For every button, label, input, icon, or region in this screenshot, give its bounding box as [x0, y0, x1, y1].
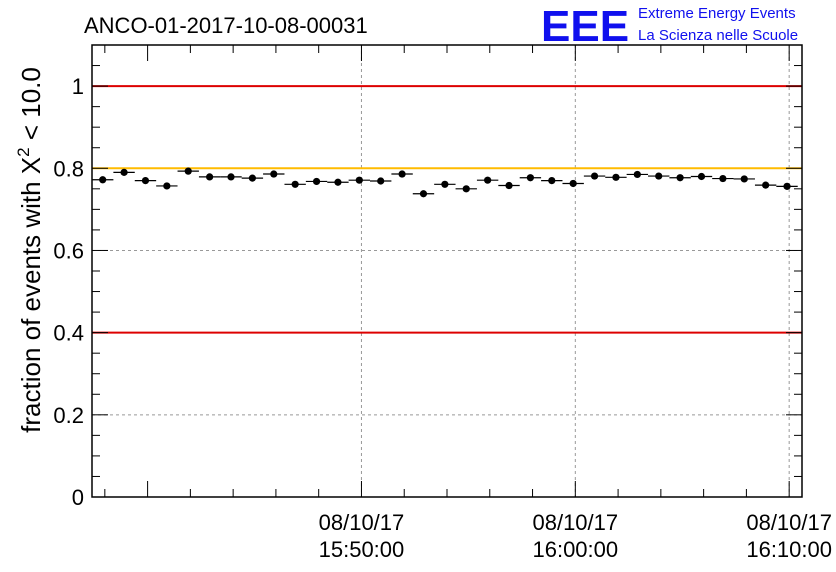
data-marker [740, 175, 748, 183]
data-point [348, 176, 371, 184]
data-marker [719, 174, 727, 183]
x-tick-time: 15:50:00 [319, 537, 405, 562]
reference-lines [92, 85, 802, 334]
data-marker [762, 181, 770, 189]
run-title: ANCO-01-2017-10-08-00031 [84, 13, 368, 38]
x-tick-date: 08/10/17 [746, 510, 832, 535]
data-point [733, 175, 755, 183]
data-marker [633, 170, 641, 179]
data-marker [206, 173, 214, 181]
data-marker [270, 170, 278, 178]
data-point [519, 174, 542, 182]
data-point [113, 168, 135, 176]
x-tick-date: 08/10/17 [532, 510, 618, 535]
data-marker [355, 176, 363, 184]
y-tick-label: 0.2 [53, 403, 84, 428]
data-marker [569, 179, 577, 188]
data-point [412, 190, 435, 198]
data-marker [441, 180, 449, 188]
data-marker [312, 177, 321, 186]
data-marker [291, 180, 299, 188]
data-marker [676, 174, 684, 182]
data-marker [505, 181, 513, 190]
data-point [156, 182, 178, 190]
data-marker [377, 177, 385, 185]
data-point [669, 174, 691, 182]
x-tick-time: 16:10:00 [746, 537, 832, 562]
data-point [583, 172, 606, 180]
logo-line2: La Scienza nelle Scuole [638, 27, 798, 44]
data-marker [227, 173, 235, 181]
data-point [776, 182, 798, 190]
data-point [434, 180, 456, 188]
data-point [370, 177, 392, 185]
data-point [92, 176, 114, 184]
plot-frame [91, 44, 803, 498]
data-marker [484, 176, 492, 184]
data-marker [612, 173, 620, 181]
data-marker [163, 182, 171, 190]
data-point [305, 177, 328, 186]
data-point [198, 173, 221, 181]
data-point [626, 170, 649, 179]
data-marker [590, 172, 599, 180]
data-point [498, 181, 520, 190]
data-point [134, 177, 157, 185]
logo-line1: Extreme Energy Events [638, 5, 796, 22]
y-tick-label: 0.8 [53, 156, 84, 181]
data-marker [120, 168, 128, 176]
data-marker [697, 172, 706, 181]
data-point [391, 170, 413, 178]
x-tick-time: 16:00:00 [532, 537, 618, 562]
data-point [476, 176, 499, 184]
data-marker [99, 176, 107, 184]
data-marker [334, 178, 342, 186]
data-point [263, 170, 285, 178]
data-point [605, 173, 627, 181]
eee-logo: EEE Extreme Energy Events La Scienza nel… [541, 2, 798, 51]
data-point [562, 179, 584, 188]
data-point [455, 185, 477, 193]
data-point [754, 181, 777, 189]
data-marker [419, 190, 428, 198]
y-tick-label: 0 [72, 485, 84, 510]
x-tick-date: 08/10/17 [319, 510, 405, 535]
y-axis-label-prefix: fraction of events with [16, 174, 46, 433]
data-point [690, 172, 713, 181]
x-tick-labels: 08/10/1715:50:0008/10/1716:00:0008/10/17… [319, 510, 832, 562]
data-marker [655, 172, 663, 180]
data-marker [783, 182, 791, 190]
data-point [712, 174, 734, 183]
data-marker [462, 185, 470, 193]
data-point [284, 180, 306, 188]
data-marker [398, 170, 406, 178]
axis-ticks [92, 44, 802, 498]
y-axis-label-sup: 2 [14, 147, 33, 156]
data-marker [526, 174, 535, 182]
data-marker [248, 174, 256, 182]
logo-letters: EEE [541, 2, 629, 51]
y-axis-label-symbol: X [16, 157, 46, 174]
data-point [241, 174, 264, 182]
y-axis-label-suffix: < 10.0 [16, 67, 46, 147]
data-marker [141, 177, 150, 185]
data-point [220, 173, 242, 181]
data-point [541, 177, 563, 185]
y-tick-label: 1 [72, 74, 84, 99]
y-tick-label: 0.4 [53, 321, 84, 346]
data-point [177, 167, 199, 175]
grid-lines [92, 45, 802, 497]
data-point [648, 172, 670, 180]
data-point [327, 178, 349, 186]
data-points [92, 167, 798, 198]
y-tick-label: 0.6 [53, 238, 84, 263]
data-marker [548, 177, 556, 185]
y-axis-label: fraction of events with X2 < 10.0 [14, 67, 46, 433]
y-tick-labels: 0 0.2 0.4 0.6 0.8 1 [53, 74, 84, 510]
data-marker [184, 167, 192, 175]
